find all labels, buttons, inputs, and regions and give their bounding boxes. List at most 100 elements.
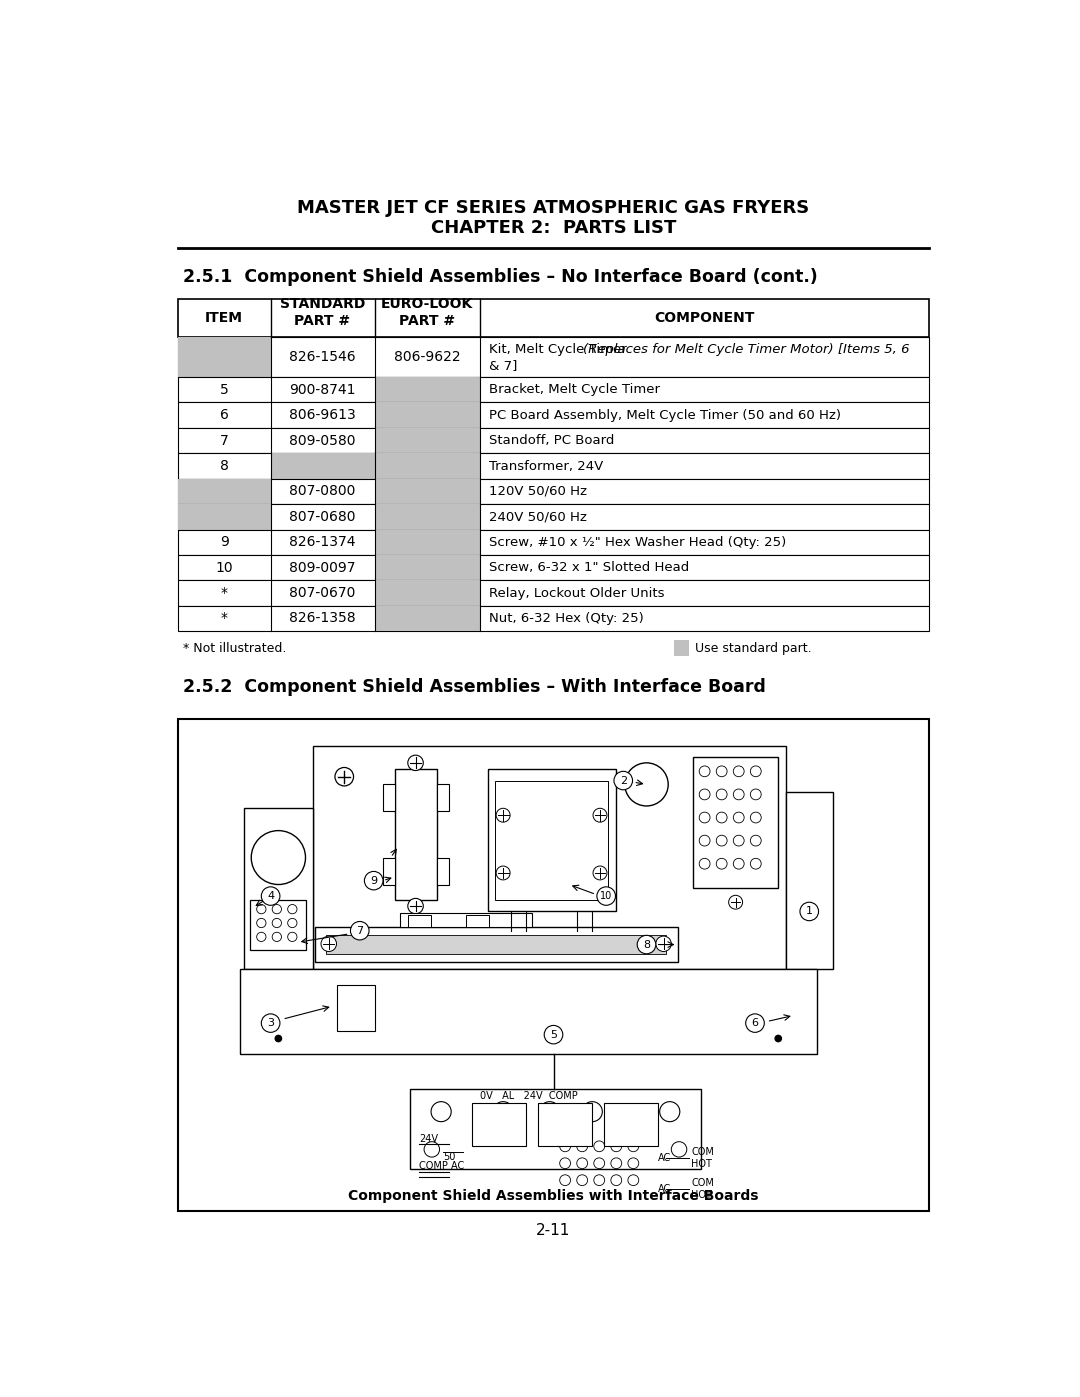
Circle shape bbox=[594, 1141, 605, 1151]
Circle shape bbox=[699, 812, 710, 823]
Text: 6: 6 bbox=[752, 1018, 758, 1028]
Circle shape bbox=[611, 1141, 622, 1151]
Bar bbox=[408, 915, 431, 926]
Bar bbox=[375, 453, 480, 479]
Text: 809-0580: 809-0580 bbox=[289, 433, 355, 447]
Circle shape bbox=[733, 789, 744, 800]
Text: 807-0800: 807-0800 bbox=[289, 485, 355, 499]
Bar bbox=[313, 746, 786, 970]
Bar bbox=[177, 402, 930, 427]
Text: 8: 8 bbox=[219, 460, 229, 474]
Text: Kit, Melt Cycle Timer: Kit, Melt Cycle Timer bbox=[489, 342, 631, 356]
Circle shape bbox=[672, 1141, 687, 1157]
Bar bbox=[177, 555, 930, 580]
Bar bbox=[177, 479, 271, 504]
Text: 9: 9 bbox=[370, 876, 377, 886]
Bar bbox=[177, 453, 930, 479]
Text: *: * bbox=[220, 612, 228, 626]
Bar bbox=[383, 858, 394, 884]
Circle shape bbox=[699, 789, 710, 800]
Bar bbox=[375, 606, 480, 631]
Circle shape bbox=[287, 932, 297, 942]
Circle shape bbox=[699, 766, 710, 777]
Bar bbox=[177, 299, 930, 337]
Text: 10: 10 bbox=[215, 560, 233, 574]
Circle shape bbox=[252, 831, 306, 884]
Text: Screw, #10 x ½" Hex Washer Head (Qty: 25): Screw, #10 x ½" Hex Washer Head (Qty: 25… bbox=[489, 535, 786, 549]
Text: (Replaces for Melt Cycle Timer Motor) [Items 5, 6: (Replaces for Melt Cycle Timer Motor) [I… bbox=[583, 342, 909, 356]
Bar bbox=[488, 768, 616, 911]
Circle shape bbox=[613, 771, 633, 789]
Circle shape bbox=[577, 1141, 588, 1151]
Bar bbox=[177, 337, 271, 377]
Circle shape bbox=[774, 1035, 782, 1042]
Text: Standoff, PC Board: Standoff, PC Board bbox=[489, 434, 615, 447]
Circle shape bbox=[699, 835, 710, 847]
Circle shape bbox=[559, 1158, 570, 1169]
Circle shape bbox=[540, 1102, 559, 1122]
Bar bbox=[375, 427, 480, 453]
Circle shape bbox=[733, 812, 744, 823]
Circle shape bbox=[611, 1158, 622, 1169]
Circle shape bbox=[261, 887, 280, 905]
Bar bbox=[177, 427, 930, 453]
Bar bbox=[337, 985, 375, 1031]
Circle shape bbox=[597, 887, 616, 905]
Circle shape bbox=[716, 812, 727, 823]
Bar bbox=[375, 555, 480, 580]
Text: COM: COM bbox=[691, 1147, 714, 1157]
Circle shape bbox=[751, 812, 761, 823]
Circle shape bbox=[716, 789, 727, 800]
Text: PC Board Assembly, Melt Cycle Timer (50 and 60 Hz): PC Board Assembly, Melt Cycle Timer (50 … bbox=[489, 409, 841, 422]
Text: 7: 7 bbox=[219, 433, 229, 447]
Bar bbox=[177, 504, 271, 529]
Circle shape bbox=[431, 1102, 451, 1122]
Bar bbox=[604, 1104, 658, 1146]
Circle shape bbox=[408, 756, 423, 771]
Circle shape bbox=[611, 1175, 622, 1186]
Text: HOT: HOT bbox=[691, 1160, 713, 1169]
Circle shape bbox=[287, 918, 297, 928]
Text: 807-0680: 807-0680 bbox=[289, 510, 355, 524]
Bar bbox=[271, 453, 375, 479]
Text: 900-8741: 900-8741 bbox=[289, 383, 355, 397]
Bar bbox=[177, 337, 930, 377]
Circle shape bbox=[716, 858, 727, 869]
Text: Relay, Lockout Older Units: Relay, Lockout Older Units bbox=[489, 587, 664, 599]
Circle shape bbox=[745, 1014, 765, 1032]
Circle shape bbox=[321, 936, 337, 951]
Text: Bracket, Melt Cycle Timer: Bracket, Melt Cycle Timer bbox=[489, 383, 660, 397]
Text: 8: 8 bbox=[643, 940, 650, 950]
Text: 240V 50/60 Hz: 240V 50/60 Hz bbox=[489, 510, 588, 524]
Text: Nut, 6-32 Hex (Qty: 25): Nut, 6-32 Hex (Qty: 25) bbox=[489, 612, 644, 624]
Circle shape bbox=[733, 858, 744, 869]
Text: ITEM: ITEM bbox=[205, 310, 243, 324]
Circle shape bbox=[257, 918, 266, 928]
Circle shape bbox=[272, 918, 282, 928]
Circle shape bbox=[274, 1035, 282, 1042]
Circle shape bbox=[800, 902, 819, 921]
Text: STANDARD
PART #: STANDARD PART # bbox=[280, 296, 365, 328]
Text: 806-9622: 806-9622 bbox=[394, 351, 460, 365]
Text: * Not illustrated.: * Not illustrated. bbox=[183, 641, 286, 655]
Bar bbox=[674, 640, 689, 655]
Circle shape bbox=[656, 936, 672, 951]
Text: *: * bbox=[220, 587, 228, 601]
Circle shape bbox=[559, 1175, 570, 1186]
Text: 826-1374: 826-1374 bbox=[289, 535, 355, 549]
Text: MASTER JET CF SERIES ATMOSPHERIC GAS FRYERS: MASTER JET CF SERIES ATMOSPHERIC GAS FRY… bbox=[297, 198, 810, 217]
Text: 9: 9 bbox=[219, 535, 229, 549]
Text: Transformer, 24V: Transformer, 24V bbox=[489, 460, 604, 472]
Circle shape bbox=[627, 1141, 638, 1151]
Bar bbox=[177, 479, 930, 504]
Text: 24V: 24V bbox=[419, 1133, 438, 1144]
Text: Component Shield Assemblies with Interface Boards: Component Shield Assemblies with Interfa… bbox=[348, 1189, 759, 1203]
Bar bbox=[326, 935, 666, 954]
Text: 2: 2 bbox=[620, 775, 626, 785]
Bar bbox=[538, 1104, 592, 1146]
Circle shape bbox=[494, 1102, 513, 1122]
Circle shape bbox=[594, 1175, 605, 1186]
Bar bbox=[243, 807, 313, 970]
Bar bbox=[693, 757, 779, 888]
Text: & 7]: & 7] bbox=[489, 359, 517, 372]
